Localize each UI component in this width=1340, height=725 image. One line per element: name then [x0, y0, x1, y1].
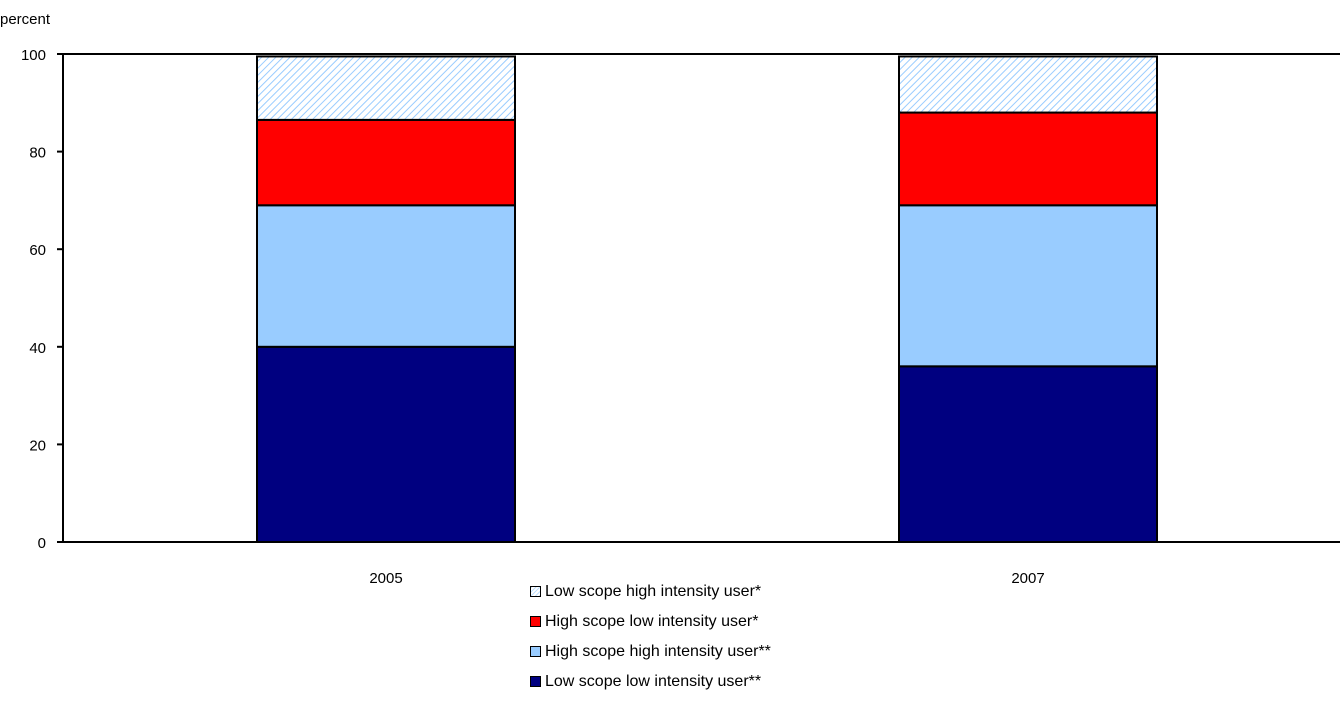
legend-item-high-scope-high-intensity: High scope high intensity user** [530, 642, 771, 661]
y-axis-title: percent [0, 11, 51, 28]
bar-segment-2005-2 [256, 118, 516, 207]
y-tick-label: 80 [29, 145, 46, 162]
bar-segment-2005-0 [256, 345, 516, 543]
x-tick-label: 2007 [1011, 570, 1044, 587]
y-tick-label: 100 [21, 47, 46, 64]
x-tick-label: 2005 [369, 570, 402, 587]
legend-item-high-scope-low-intensity: High scope low intensity user* [530, 612, 771, 631]
bar-segment-2007-2 [898, 111, 1158, 207]
legend-swatch [530, 646, 541, 657]
bar-segment-2007-1 [898, 204, 1158, 368]
y-tick-label: 60 [29, 242, 46, 259]
bar-segment-2007-0 [898, 365, 1158, 543]
legend-label: Low scope low intensity user** [545, 673, 762, 690]
chart-legend: Low scope high intensity user* High scop… [530, 582, 771, 702]
legend-swatch [530, 586, 541, 597]
bar-segment-2005-1 [256, 204, 516, 348]
bar-segment-2007-3 [898, 55, 1158, 114]
bar-segment-2005-3 [256, 55, 516, 121]
y-tick-label: 0 [38, 535, 46, 552]
legend-swatch [530, 616, 541, 627]
legend-item-low-scope-low-intensity: Low scope low intensity user** [530, 672, 771, 691]
legend-label: Low scope high intensity user* [545, 583, 762, 600]
y-tick-label: 20 [29, 437, 46, 454]
y-tick-label: 40 [29, 340, 46, 357]
legend-label: High scope high intensity user** [545, 643, 771, 660]
legend-item-low-scope-high-intensity: Low scope high intensity user* [530, 582, 771, 601]
legend-label: High scope low intensity user* [545, 613, 759, 630]
legend-swatch [530, 676, 541, 687]
